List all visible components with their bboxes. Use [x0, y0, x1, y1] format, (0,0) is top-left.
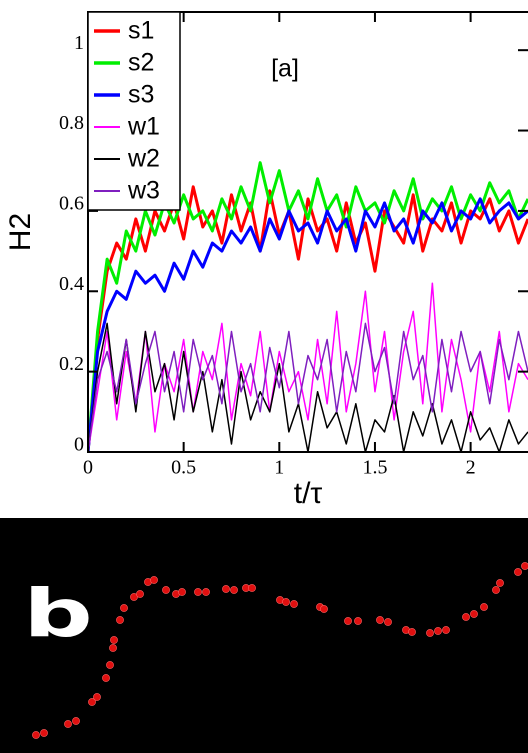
legend-label: w1: [127, 113, 160, 141]
bead: [426, 629, 434, 637]
bead: [290, 600, 298, 608]
panel-b-label: b: [23, 575, 93, 652]
bead: [320, 605, 328, 613]
bead: [32, 731, 40, 739]
legend-label: w3: [127, 177, 160, 205]
series-line: [88, 282, 528, 452]
bead: [230, 586, 238, 594]
y-tick-label: 1: [74, 32, 84, 54]
bead: [72, 717, 80, 725]
annotation: [a]: [271, 55, 299, 83]
series-line: [88, 322, 528, 452]
bead: [109, 644, 117, 652]
legend-label: s2: [128, 49, 154, 77]
series-line: [88, 197, 528, 452]
bead: [248, 584, 256, 592]
y-tick-label: 0.2: [59, 353, 84, 375]
panel-b: b: [0, 518, 528, 753]
bead: [462, 613, 470, 621]
bead: [102, 674, 110, 682]
lines: [88, 161, 528, 452]
bead: [514, 568, 522, 576]
bead: [434, 627, 442, 635]
y-tick-label: 0.6: [59, 192, 84, 214]
bead: [88, 698, 96, 706]
bead: [40, 729, 48, 737]
x-tick-label: 2: [466, 457, 476, 479]
plot-a: 0 0.2 0.4 0.6 0.8 1 0 0.5 1 1.5 2 s1 s2 s3 w1 w2 w3: [59, 11, 528, 479]
bead: [136, 590, 144, 598]
bead: [480, 603, 488, 611]
legend-label: s1: [128, 17, 154, 45]
bead: [116, 616, 124, 624]
bead: [282, 598, 290, 606]
bead: [384, 618, 392, 626]
bead-chain: [32, 562, 528, 739]
bead: [408, 628, 416, 636]
y-tick-label: 0: [74, 434, 84, 456]
x-tick-label: 1.5: [362, 457, 387, 479]
bead: [376, 616, 384, 624]
bead: [470, 610, 478, 618]
bead: [521, 562, 528, 570]
series-line: [88, 161, 528, 452]
series-line: [88, 185, 528, 452]
bead: [120, 604, 128, 612]
bead: [110, 636, 118, 644]
x-axis-label: t/τ: [294, 477, 323, 510]
bead: [354, 617, 362, 625]
plot-frame: [87, 11, 528, 453]
legend-label: w2: [127, 145, 160, 173]
bead: [492, 586, 500, 594]
legend-label: s3: [128, 81, 154, 109]
bead: [202, 588, 210, 596]
legend-box: [87, 11, 181, 211]
x-tick-label: 0.5: [171, 457, 196, 479]
y-tick-label: 0.4: [59, 273, 84, 295]
y-tick-label: 0.8: [59, 112, 84, 134]
panel-b-background: [0, 518, 528, 753]
bead: [162, 586, 170, 594]
bead: [106, 661, 114, 669]
bead: [64, 720, 72, 728]
bead: [442, 626, 450, 634]
bead: [496, 579, 504, 587]
bead: [222, 585, 230, 593]
x-tick-label: 1: [274, 457, 284, 479]
bead: [178, 588, 186, 596]
bead: [150, 576, 158, 584]
bead: [344, 617, 352, 625]
legend: s1 s2 s3 w1 w2 w3: [87, 11, 181, 211]
y-axis-label: H2: [4, 213, 37, 251]
bead: [93, 693, 101, 701]
x-tick-label: 0: [83, 457, 93, 479]
bead: [194, 588, 202, 596]
